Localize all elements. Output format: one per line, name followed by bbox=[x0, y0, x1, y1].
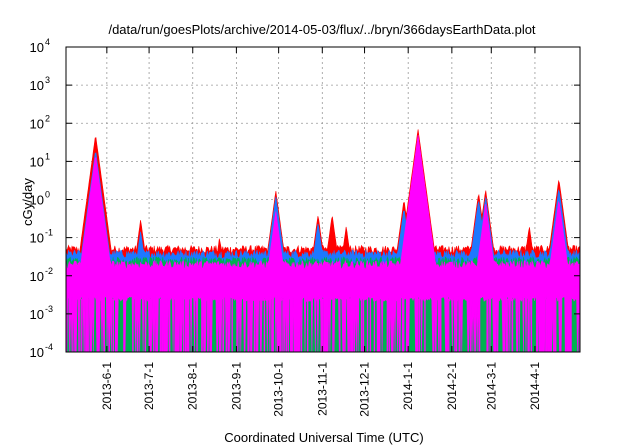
y-tick-label: 10 bbox=[30, 269, 44, 284]
x-tick-label: 2013-8-1 bbox=[186, 362, 200, 410]
y-tick-exponent: -1 bbox=[45, 228, 53, 238]
y-tick-label: 10 bbox=[30, 116, 44, 131]
y-tick-label: 10 bbox=[30, 231, 44, 246]
x-tick-label: 2013-11-1 bbox=[315, 362, 329, 416]
series-layer bbox=[65, 129, 581, 353]
y-tick-label: 10 bbox=[30, 154, 44, 169]
y-tick-exponent: 3 bbox=[45, 75, 50, 85]
y-tick-exponent: -2 bbox=[45, 266, 53, 276]
x-tick-label: 2014-3-1 bbox=[484, 362, 498, 410]
y-tick-exponent: 2 bbox=[45, 113, 50, 123]
y-tick-exponent: 1 bbox=[45, 151, 50, 161]
y-tick-label: 10 bbox=[30, 193, 44, 208]
y-tick-label: 10 bbox=[30, 345, 44, 360]
y-tick-label: 10 bbox=[30, 40, 44, 55]
x-tick-label: 2014-1-1 bbox=[401, 362, 415, 410]
x-tick-label: 2014-4-1 bbox=[528, 362, 542, 410]
y-axis-label: cGy/day bbox=[20, 178, 35, 226]
x-tick-label: 2014-2-1 bbox=[445, 362, 459, 410]
y-tick-exponent: -3 bbox=[45, 304, 53, 314]
y-tick-exponent: 4 bbox=[45, 37, 50, 47]
x-tick-label: 2013-7-1 bbox=[142, 362, 156, 410]
y-tick-exponent: 0 bbox=[45, 190, 50, 200]
x-tick-label: 2013-10-1 bbox=[272, 362, 286, 417]
y-tick-label: 10 bbox=[30, 307, 44, 322]
y-tick-exponent: -4 bbox=[45, 342, 53, 352]
x-tick-label: 2013-12-1 bbox=[358, 362, 372, 417]
x-tick-label: 2013-9-1 bbox=[229, 362, 243, 410]
y-tick-label: 10 bbox=[30, 78, 44, 93]
chart-title: /data/run/goesPlots/archive/2014-05-03/f… bbox=[108, 22, 535, 37]
x-tick-label: 2013-6-1 bbox=[100, 362, 114, 410]
x-axis-label: Coordinated Universal Time (UTC) bbox=[224, 430, 423, 445]
